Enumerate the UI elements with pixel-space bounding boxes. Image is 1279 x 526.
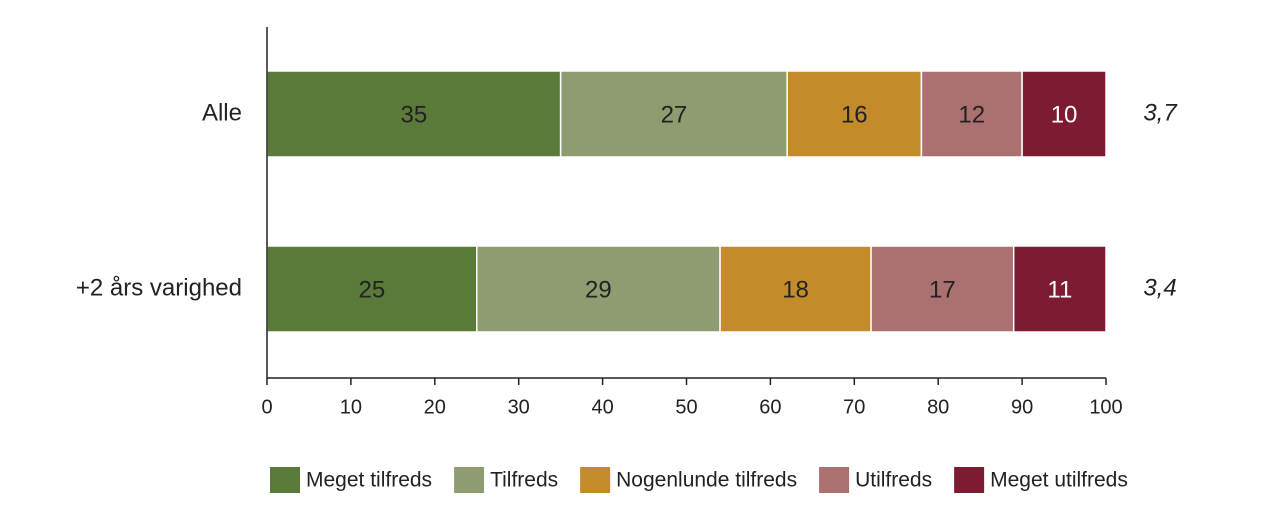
value-label: 25 <box>359 276 386 303</box>
bar-segment <box>1012 245 1107 333</box>
bar-segment <box>266 245 478 333</box>
bar-segment <box>719 245 872 333</box>
x-tick-label: 80 <box>927 396 949 418</box>
bar-segment <box>1021 70 1107 158</box>
bar-segment <box>870 245 1015 333</box>
x-tick-label: 60 <box>759 396 781 418</box>
legend-label: Tilfreds <box>490 469 558 492</box>
bar-segment <box>266 70 562 158</box>
legend-swatch <box>270 467 300 493</box>
value-label: 10 <box>1051 101 1078 128</box>
legend-swatch <box>954 467 985 493</box>
value-label: 29 <box>585 276 612 303</box>
value-label: 16 <box>841 101 868 128</box>
category-label: +2 års varighed <box>76 274 242 301</box>
legend-label: Meget tilfreds <box>306 469 432 492</box>
legend-label: Meget utilfreds <box>990 469 1128 492</box>
x-tick-label: 50 <box>675 396 697 418</box>
value-label: 12 <box>958 101 985 128</box>
x-tick-label: 40 <box>591 396 613 418</box>
x-tick-label: 20 <box>424 396 446 418</box>
bar-segment <box>476 245 721 333</box>
legend-label: Utilfreds <box>855 469 932 492</box>
value-label: 27 <box>661 101 688 128</box>
legend-label: Nogenlunde tilfreds <box>616 469 797 492</box>
legend-swatch <box>819 467 850 493</box>
x-tick-label: 70 <box>843 396 865 418</box>
mean-annotation: 3,7 <box>1143 99 1178 126</box>
value-label: 11 <box>1047 276 1072 303</box>
bar-segment <box>786 70 923 158</box>
value-label: 18 <box>782 276 809 303</box>
category-label: Alle <box>202 99 242 126</box>
x-tick-label: 100 <box>1089 396 1122 418</box>
legend-swatch <box>580 467 611 493</box>
x-tick-label: 30 <box>508 396 530 418</box>
x-tick-label: 10 <box>340 396 362 418</box>
bar-segment <box>559 70 788 158</box>
legend-swatch <box>454 467 485 493</box>
x-tick-label: 0 <box>261 396 272 418</box>
x-tick-label: 90 <box>1011 396 1033 418</box>
value-label: 35 <box>400 101 427 128</box>
mean-annotation: 3,4 <box>1143 274 1176 301</box>
value-label: 17 <box>929 276 956 303</box>
